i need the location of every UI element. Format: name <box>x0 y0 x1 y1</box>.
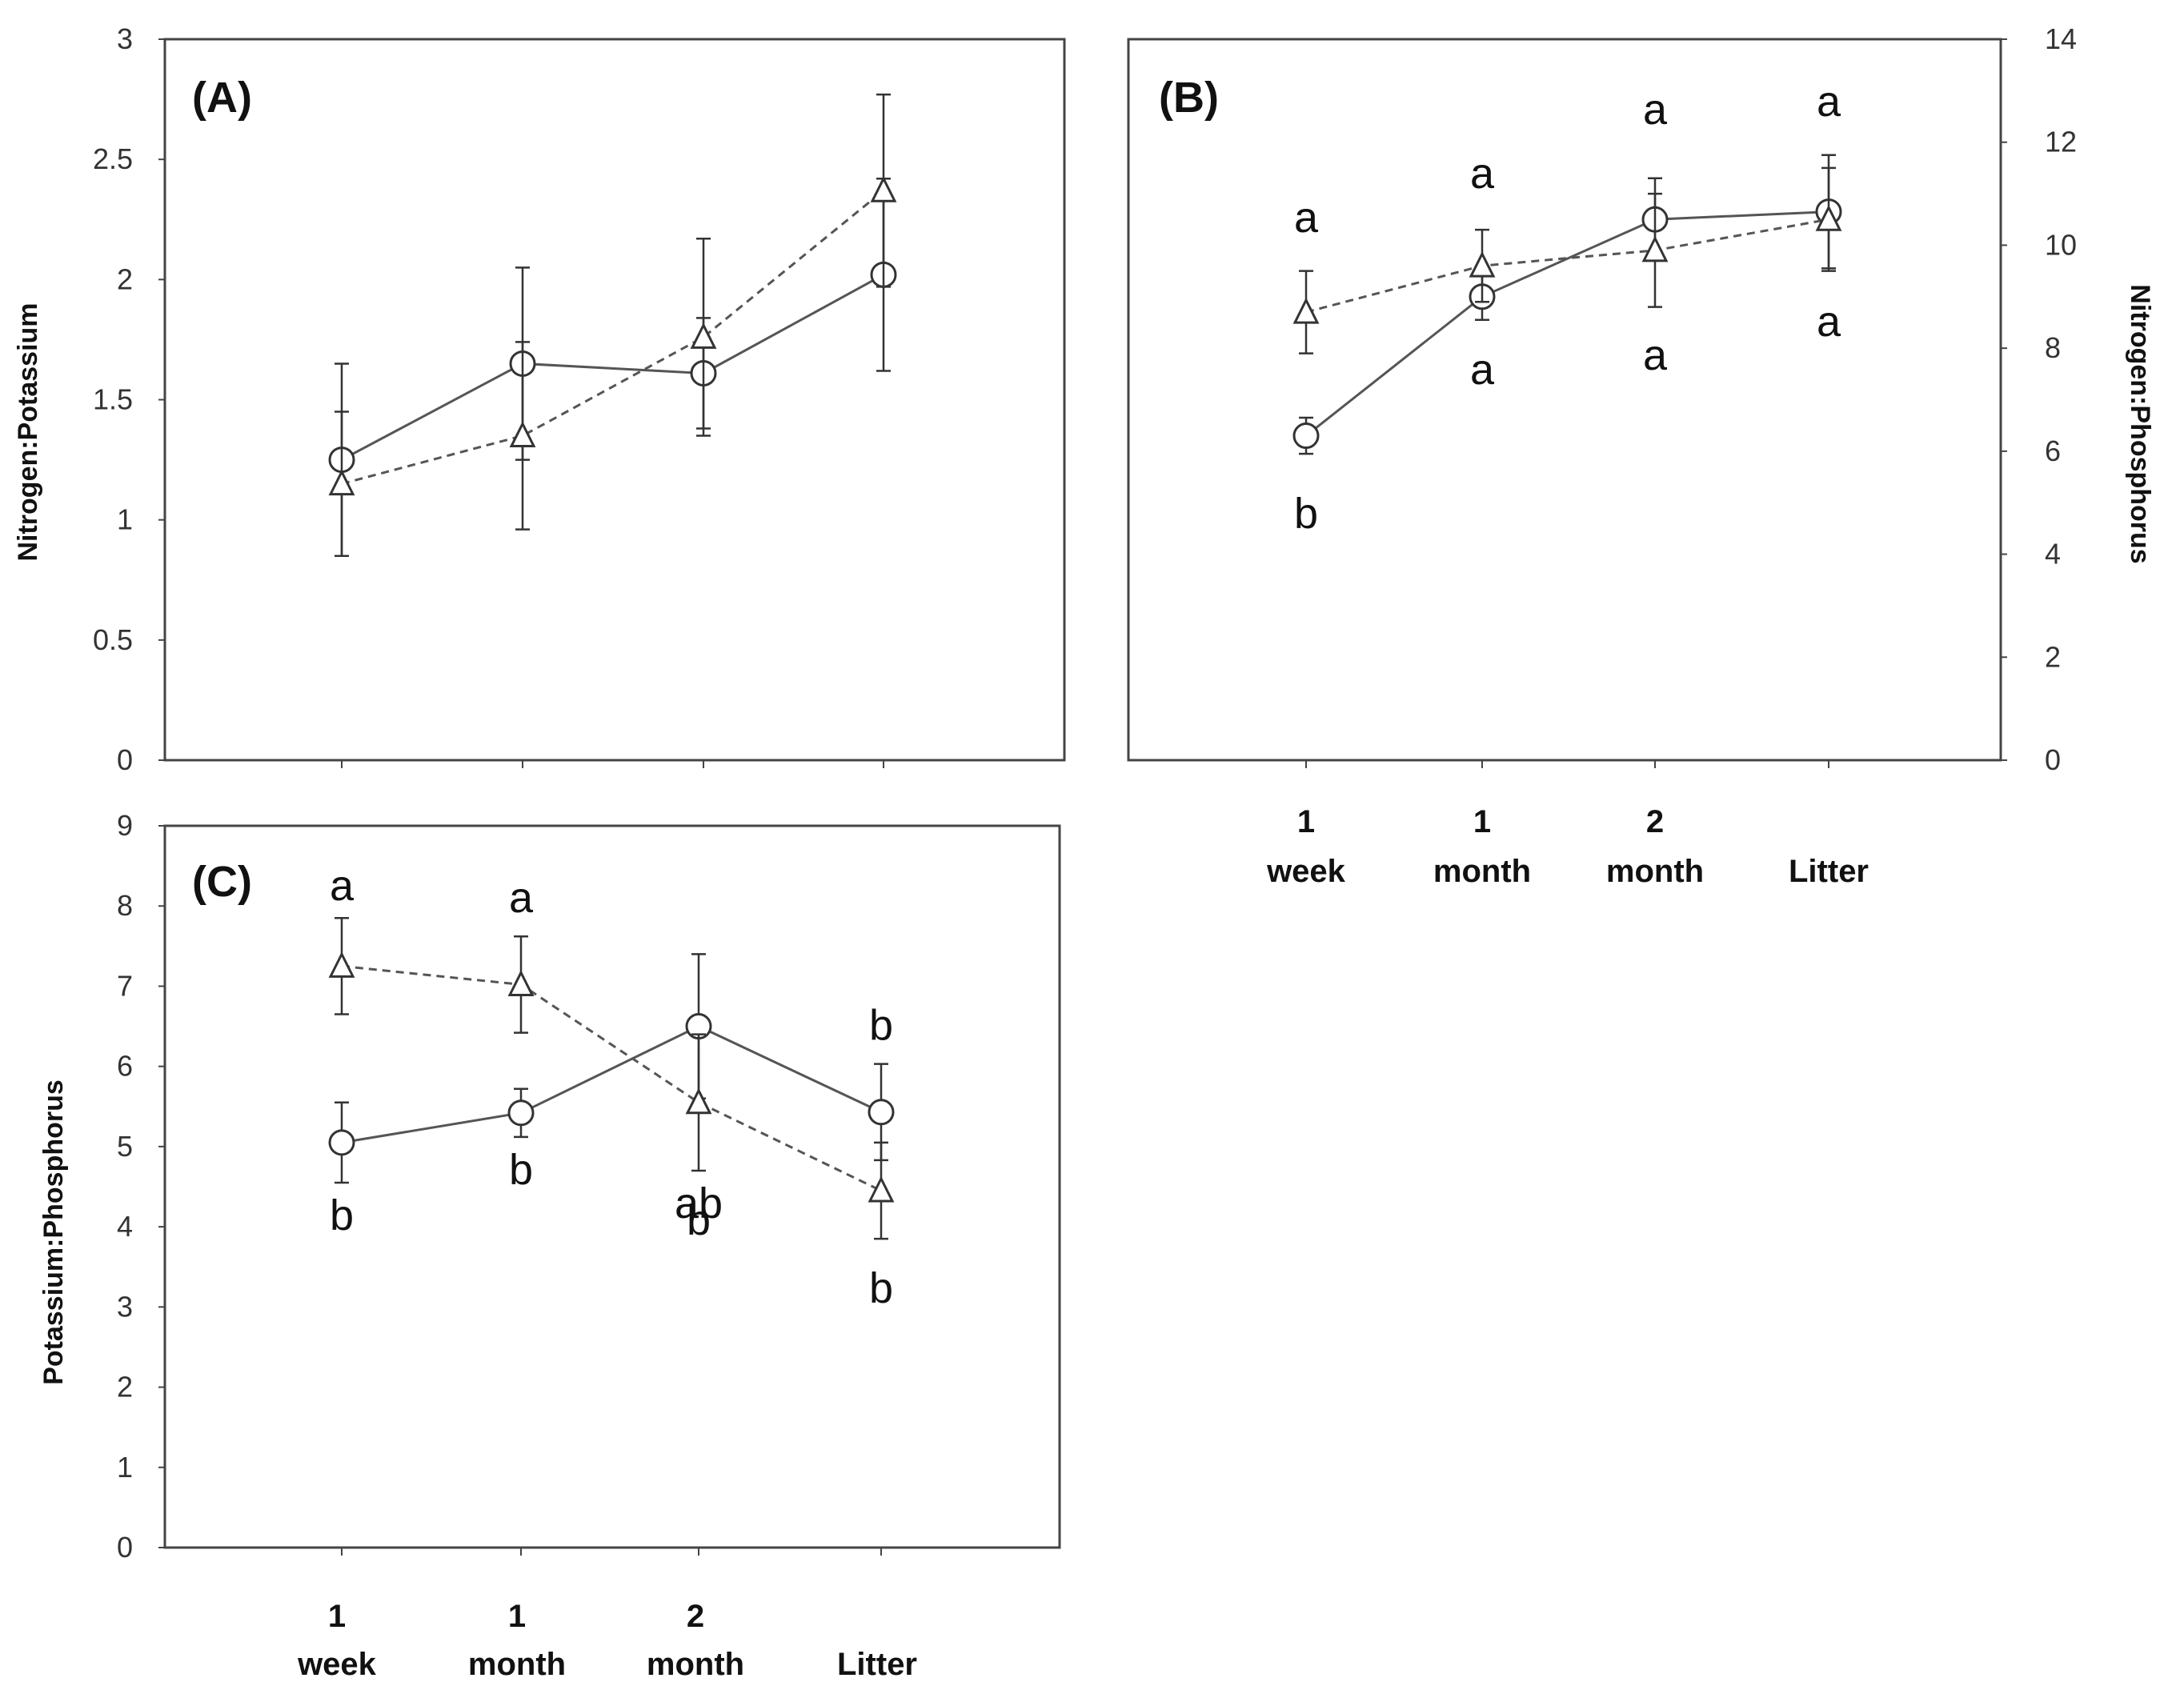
y-tick-label: 2 <box>2045 640 2061 673</box>
y-tick-label: 12 <box>2045 126 2077 158</box>
y-tick-label: 6 <box>2045 435 2061 467</box>
x-category-label: month <box>1433 854 1531 889</box>
triangle-marker <box>1815 204 1842 231</box>
y-tick-label: 14 <box>2045 22 2077 55</box>
y-tick-label: 0 <box>117 743 133 776</box>
significance-letter: b <box>869 1264 893 1312</box>
panel-a: 0 0.5 1 1.5 2 2.5 3 Nitrogen:Potassium (A) <box>13 22 1066 776</box>
y-tick-label: 10 <box>2045 228 2077 261</box>
significance-letter: b <box>1294 490 1318 538</box>
x-category-label: month <box>647 1647 744 1682</box>
significance-letter: a <box>1817 78 1841 126</box>
significance-letter: a <box>1294 194 1319 242</box>
y-tick-label: 3 <box>117 1290 133 1323</box>
triangle-marker <box>690 322 717 349</box>
significance-letter: b <box>687 1196 711 1244</box>
triangle-marker <box>685 1087 712 1115</box>
significance-letter: b <box>869 1002 893 1050</box>
x-category-label: 1 <box>1473 804 1491 839</box>
series-line-triangle-dashed <box>1305 218 1829 314</box>
x-category-label: Litter <box>1789 854 1869 889</box>
significance-letter: a <box>1643 331 1668 379</box>
y-tick-label: 0 <box>2045 743 2061 776</box>
triangle-marker <box>509 421 536 448</box>
series-line-circle-solid <box>341 1024 882 1144</box>
y-tick-label: 2 <box>117 262 133 295</box>
series-line-circle-solid <box>341 274 884 461</box>
triangle-marker <box>507 970 535 996</box>
circle-marker <box>507 1099 535 1127</box>
circle-marker <box>868 1099 895 1126</box>
y-tick-label: 8 <box>117 889 133 922</box>
series-line-triangle-dashed <box>341 964 882 1192</box>
y-axis-title: Potassium:Phosphorus <box>38 1079 69 1385</box>
significance-letter: ab <box>675 1179 723 1227</box>
significance-letter: a <box>330 862 355 910</box>
plot-frame <box>1127 38 2002 762</box>
significance-letter: a <box>1470 150 1495 198</box>
y-tick-label: 5 <box>117 1130 133 1163</box>
x-category-label: 2 <box>1646 804 1664 839</box>
panel-label: (B) <box>1159 74 1219 122</box>
y-tick-label: 8 <box>2045 331 2061 364</box>
y-tick-label: 9 <box>117 809 133 842</box>
significance-letter: a <box>1817 298 1841 346</box>
significance-letter: b <box>509 1146 533 1194</box>
triangle-marker <box>328 469 355 496</box>
y-tick-label: 1 <box>117 503 133 536</box>
triangle-marker <box>1641 235 1669 262</box>
x-category-label: 1 <box>508 1599 526 1634</box>
x-category-label: 1 <box>1297 804 1315 839</box>
significance-letter: b <box>330 1191 354 1239</box>
y-tick-label: 6 <box>117 1050 133 1083</box>
y-tick-label: 0.5 <box>93 623 133 656</box>
x-category-label: month <box>1606 854 1704 889</box>
y-tick-label: 4 <box>2045 538 2061 571</box>
x-category-label: Litter <box>837 1647 917 1682</box>
y-tick-label: 0 <box>117 1531 133 1564</box>
triangle-marker <box>868 1175 895 1203</box>
x-category-label: 2 <box>687 1599 704 1634</box>
triangle-marker <box>1469 250 1496 278</box>
y-tick-label: 1 <box>117 1451 133 1484</box>
significance-letter: a <box>509 874 534 922</box>
y-tick-label: 1.5 <box>93 383 133 416</box>
y-axis-title: Nitrogen:Potassium <box>13 302 43 561</box>
series-line-circle-solid <box>1305 210 1829 437</box>
y-tick-label: 7 <box>117 969 133 1002</box>
y-tick-label: 4 <box>117 1210 133 1243</box>
panel-label: (A) <box>192 74 252 122</box>
triangle-marker <box>1292 297 1320 324</box>
plot-frame <box>163 824 1061 1549</box>
panel-b: 0 2 4 6 8 10 12 14 Nitrogen:Phosphorus (B) b a a a a a a… <box>1127 22 2155 776</box>
y-axis-title: Nitrogen:Phosphorus <box>2125 284 2155 563</box>
significance-letter: a <box>1470 346 1495 394</box>
y-tick-label: 2.5 <box>93 142 133 175</box>
y-tick-label: 2 <box>117 1371 133 1404</box>
plot-frame <box>163 38 1066 762</box>
circle-marker <box>328 1129 355 1156</box>
triangle-marker <box>870 175 897 202</box>
y-tick-label: 3 <box>117 22 133 55</box>
circle-marker <box>1292 422 1320 450</box>
significance-letter: a <box>1643 86 1668 134</box>
x-category-label: month <box>468 1647 566 1682</box>
panel-label: (C) <box>192 858 252 906</box>
series-line-triangle-dashed <box>341 190 884 486</box>
triangle-marker <box>328 951 355 978</box>
x-category-label: week <box>297 1647 377 1682</box>
x-category-label: 1 <box>328 1599 346 1634</box>
x-category-label: week <box>1266 854 1346 889</box>
